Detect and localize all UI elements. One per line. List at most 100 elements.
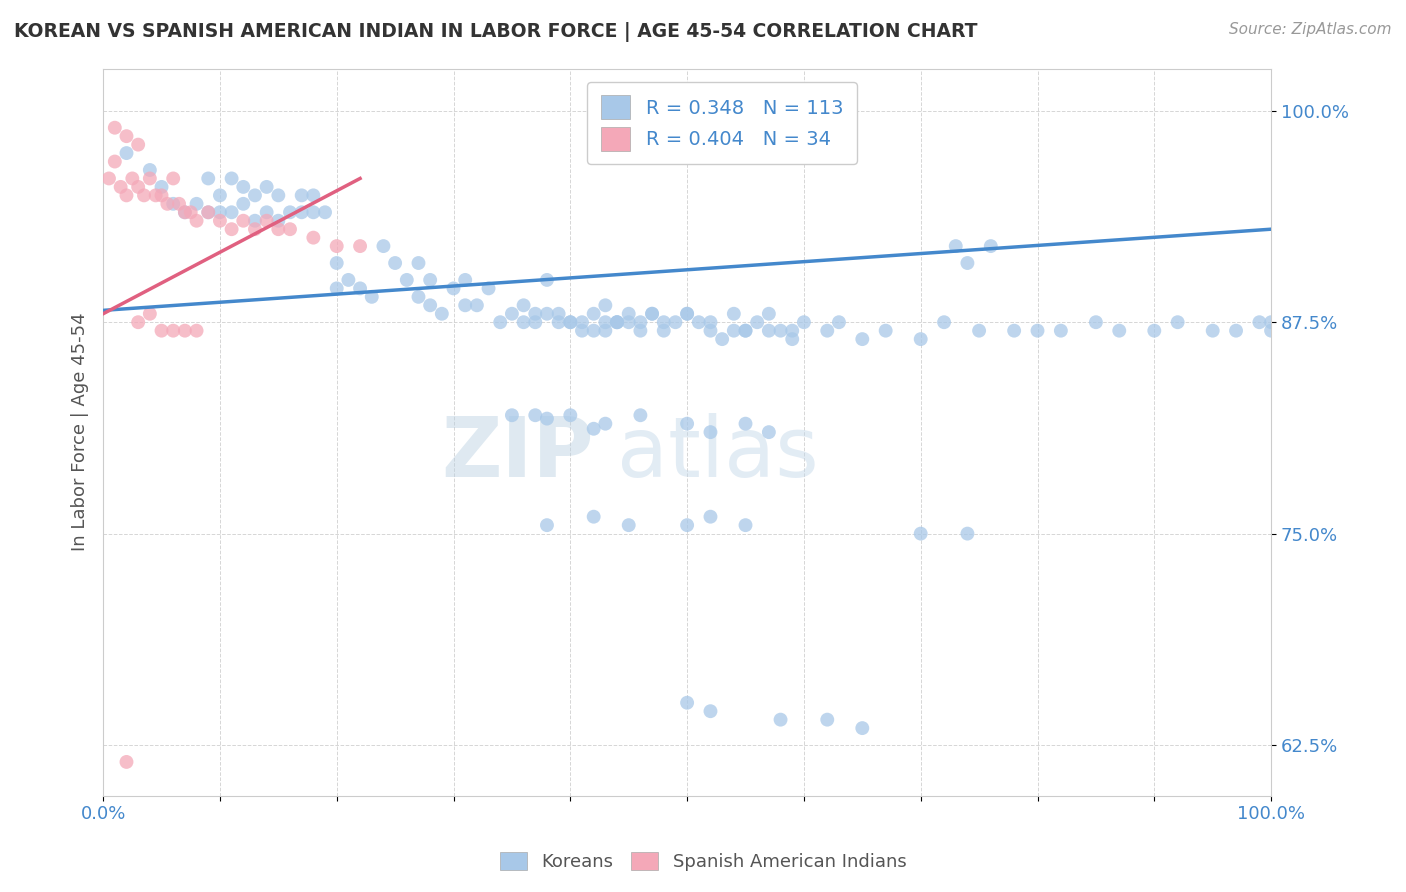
- Point: [723, 324, 745, 338]
- Text: ZIP: ZIP: [441, 414, 593, 494]
- Point: [325, 239, 347, 253]
- Point: [734, 518, 756, 533]
- Point: [1002, 324, 1025, 338]
- Point: [186, 324, 208, 338]
- Point: [524, 409, 547, 423]
- Point: [150, 180, 173, 194]
- Point: [617, 518, 640, 533]
- Point: [208, 205, 231, 219]
- Legend: R = 0.348   N = 113, R = 0.404   N = 34: R = 0.348 N = 113, R = 0.404 N = 34: [588, 82, 856, 164]
- Point: [232, 180, 254, 194]
- Point: [582, 422, 605, 436]
- Point: [967, 324, 990, 338]
- Point: [419, 298, 441, 312]
- Point: [1260, 324, 1282, 338]
- Point: [595, 417, 617, 431]
- Point: [454, 273, 477, 287]
- Point: [115, 755, 138, 769]
- Point: [115, 129, 138, 144]
- Point: [560, 315, 582, 329]
- Point: [208, 188, 231, 202]
- Point: [851, 721, 873, 735]
- Point: [1249, 315, 1271, 329]
- Point: [1050, 324, 1073, 338]
- Point: [676, 696, 699, 710]
- Point: [734, 324, 756, 338]
- Point: [699, 324, 721, 338]
- Point: [815, 713, 838, 727]
- Point: [734, 324, 756, 338]
- Point: [512, 315, 534, 329]
- Point: [256, 205, 278, 219]
- Point: [769, 324, 792, 338]
- Point: [582, 307, 605, 321]
- Point: [162, 171, 184, 186]
- Point: [1260, 315, 1282, 329]
- Point: [910, 526, 932, 541]
- Y-axis label: In Labor Force | Age 45-54: In Labor Force | Age 45-54: [72, 313, 89, 551]
- Point: [758, 307, 780, 321]
- Point: [477, 281, 499, 295]
- Point: [828, 315, 851, 329]
- Point: [232, 196, 254, 211]
- Point: [769, 713, 792, 727]
- Point: [501, 307, 523, 321]
- Point: [606, 315, 628, 329]
- Point: [652, 315, 675, 329]
- Point: [699, 509, 721, 524]
- Point: [676, 307, 699, 321]
- Point: [676, 417, 699, 431]
- Point: [595, 324, 617, 338]
- Point: [582, 324, 605, 338]
- Point: [278, 222, 301, 236]
- Point: [156, 196, 179, 211]
- Point: [851, 332, 873, 346]
- Point: [932, 315, 955, 329]
- Point: [676, 518, 699, 533]
- Point: [1167, 315, 1189, 329]
- Point: [980, 239, 1002, 253]
- Point: [302, 205, 325, 219]
- Point: [571, 324, 593, 338]
- Point: [314, 205, 336, 219]
- Point: [1108, 324, 1130, 338]
- Point: [628, 324, 651, 338]
- Point: [617, 315, 640, 329]
- Point: [606, 315, 628, 329]
- Point: [278, 205, 301, 219]
- Point: [560, 409, 582, 423]
- Point: [104, 120, 127, 135]
- Legend: Koreans, Spanish American Indians: Koreans, Spanish American Indians: [492, 845, 914, 879]
- Point: [373, 239, 395, 253]
- Point: [139, 163, 162, 178]
- Point: [197, 171, 219, 186]
- Point: [243, 222, 266, 236]
- Point: [571, 315, 593, 329]
- Point: [127, 315, 149, 329]
- Point: [536, 307, 558, 321]
- Point: [1202, 324, 1225, 338]
- Point: [617, 307, 640, 321]
- Point: [758, 324, 780, 338]
- Point: [956, 256, 979, 270]
- Point: [267, 213, 290, 227]
- Point: [688, 315, 710, 329]
- Point: [221, 222, 243, 236]
- Point: [186, 196, 208, 211]
- Point: [443, 281, 465, 295]
- Point: [582, 509, 605, 524]
- Point: [115, 146, 138, 161]
- Point: [302, 230, 325, 244]
- Point: [173, 205, 195, 219]
- Point: [419, 273, 441, 287]
- Point: [197, 205, 219, 219]
- Point: [208, 213, 231, 227]
- Point: [536, 518, 558, 533]
- Point: [173, 324, 195, 338]
- Point: [780, 324, 803, 338]
- Point: [256, 180, 278, 194]
- Text: KOREAN VS SPANISH AMERICAN INDIAN IN LABOR FORCE | AGE 45-54 CORRELATION CHART: KOREAN VS SPANISH AMERICAN INDIAN IN LAB…: [14, 22, 977, 42]
- Point: [793, 315, 815, 329]
- Point: [536, 273, 558, 287]
- Point: [699, 704, 721, 718]
